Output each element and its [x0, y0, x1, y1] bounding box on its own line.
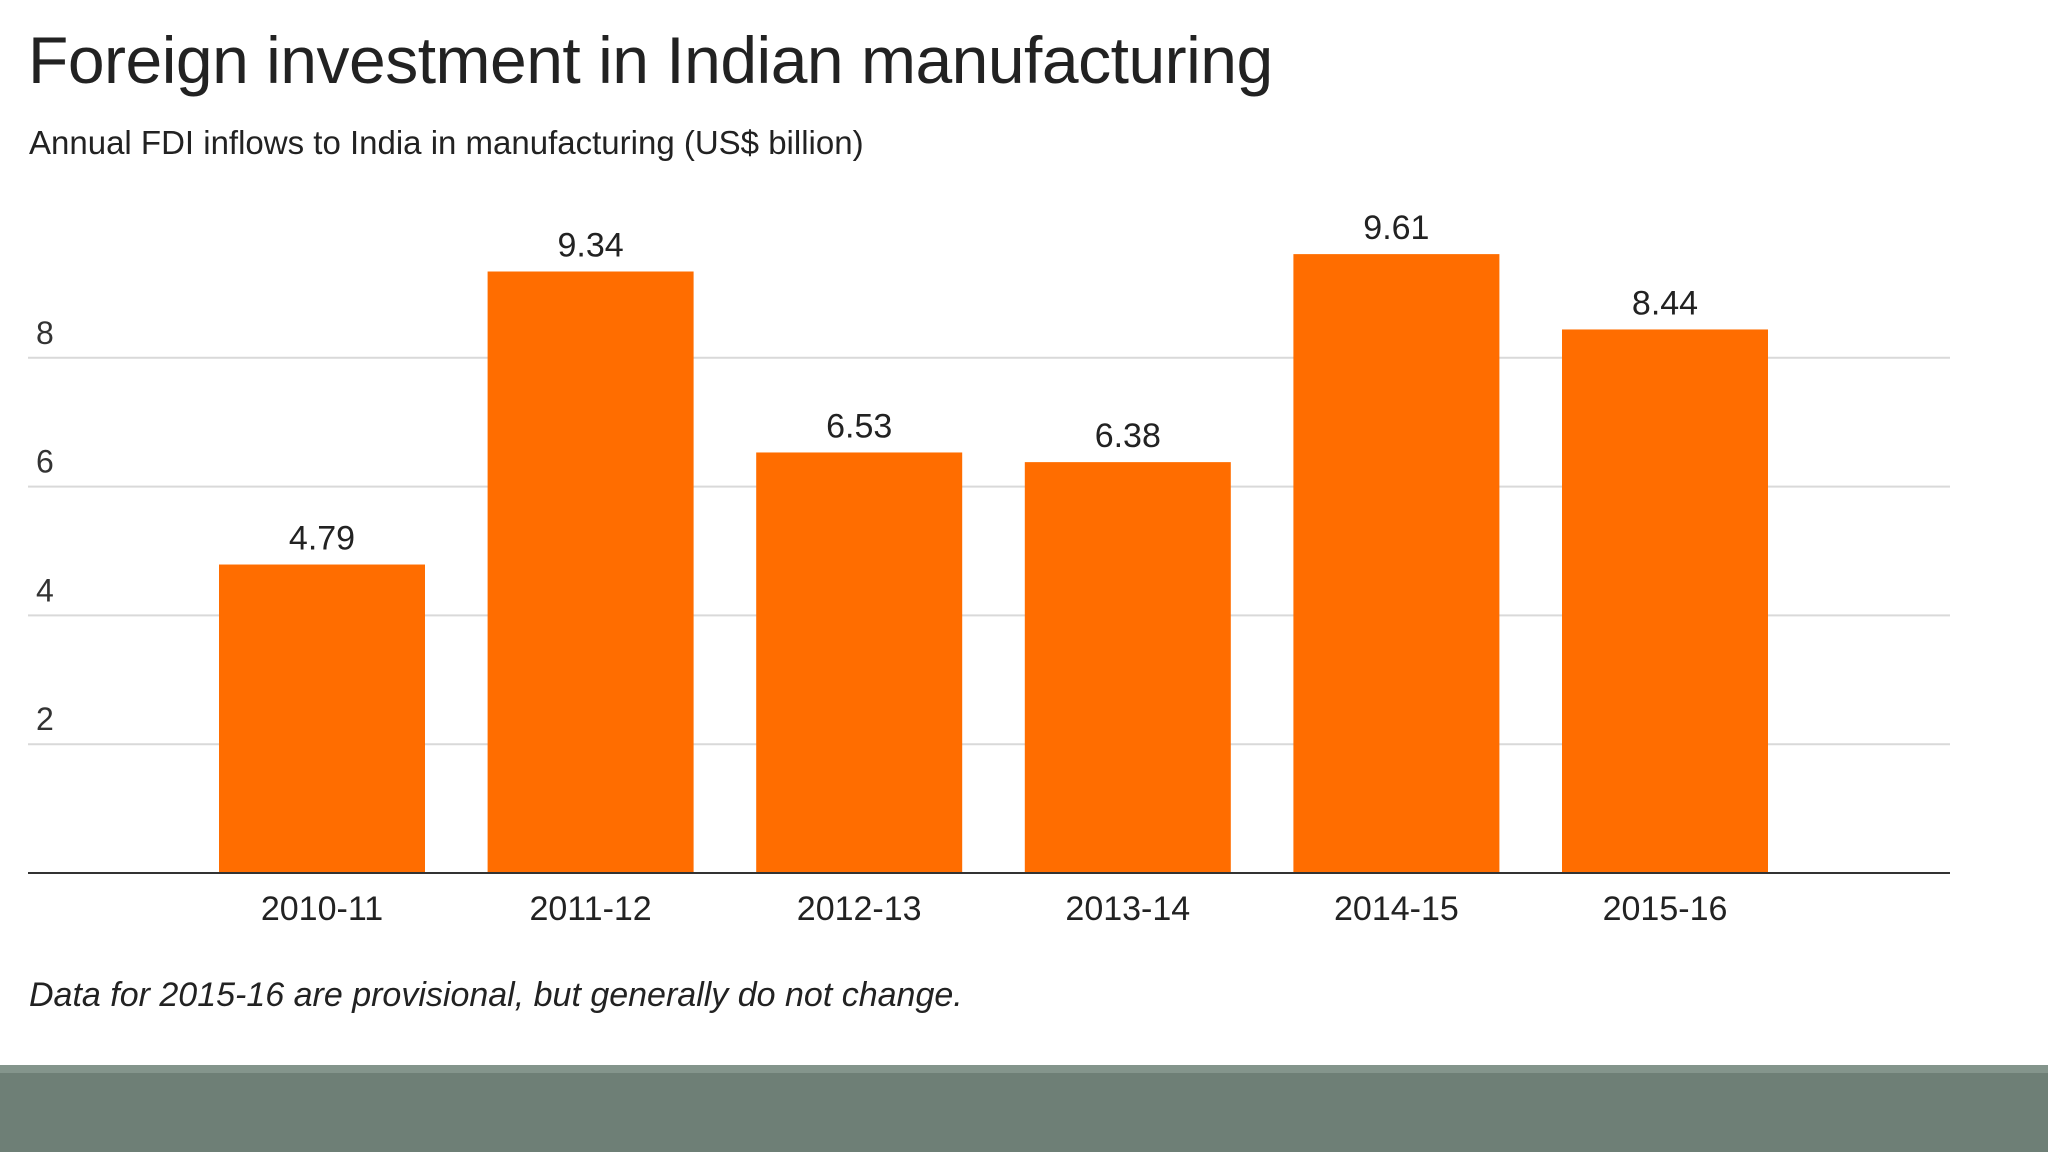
y-tick-label: 6	[36, 444, 54, 480]
bar	[1293, 254, 1500, 874]
x-category-label: 2014-15	[1334, 890, 1459, 928]
data-label: 8.44	[1632, 284, 1698, 322]
x-category-label: 2013-14	[1065, 890, 1190, 928]
x-category-label: 2015-16	[1603, 890, 1728, 928]
x-category-label: 2010-11	[261, 890, 383, 928]
footer-band-highlight	[0, 1065, 2048, 1073]
bars	[219, 254, 1768, 874]
data-labels: 4.79 9.34 6.53 6.38 9.61 8.44	[289, 209, 1698, 557]
y-tick-label: 2	[36, 701, 54, 737]
data-label: 9.34	[558, 227, 624, 265]
chart-title: Foreign investment in Indian manufacturi…	[28, 23, 1273, 97]
data-label: 6.38	[1095, 417, 1161, 455]
y-axis-ticks: 2 4 6 8	[36, 315, 54, 737]
data-label: 9.61	[1363, 209, 1429, 247]
bar	[1562, 329, 1768, 873]
y-tick-label: 4	[36, 572, 54, 608]
x-category-label: 2011-12	[529, 890, 651, 928]
x-axis-categories: 2010-11 2011-12 2012-13 2013-14 2014-15 2015-…	[261, 890, 1728, 928]
bar	[1024, 462, 1231, 873]
data-label: 6.53	[826, 407, 892, 445]
data-label: 4.79	[289, 520, 355, 558]
chart-note: Data for 2015-16 are provisional, but ge…	[29, 976, 963, 1014]
bar	[487, 271, 694, 873]
bar	[219, 564, 425, 873]
footer-band	[0, 1065, 2048, 1152]
y-tick-label: 8	[36, 315, 54, 351]
bar	[756, 452, 963, 873]
x-category-label: 2012-13	[797, 890, 922, 928]
chart-subtitle: Annual FDI inflows to India in manufactu…	[29, 124, 864, 161]
